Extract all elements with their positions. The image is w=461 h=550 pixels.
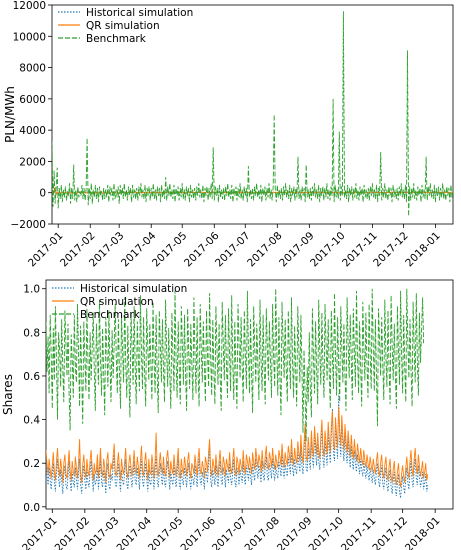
y-tick-label: −2000: [10, 219, 46, 231]
x-tick-label: 2018-01: [403, 230, 443, 270]
y-tick-label: 0.4: [23, 415, 40, 427]
y-axis-label: PLN/MWh: [3, 86, 17, 143]
y-axis-label: Shares: [1, 374, 15, 415]
legend-label: Benchmark: [86, 33, 147, 45]
y-tick-label: 4000: [19, 125, 46, 137]
plot-frame: [51, 4, 454, 225]
chart-bottom-shares: 0.00.20.40.60.81.02017-012017-022017-032…: [1, 279, 454, 550]
x-tick-label: 2018-01: [403, 515, 443, 550]
chart-top-price: −20000200040006000800010000120002017-012…: [3, 0, 454, 270]
series-line-historical-simulation: [46, 393, 429, 499]
legend-label: QR simulation: [80, 296, 154, 308]
y-tick-label: 6000: [19, 94, 46, 106]
series-line-qr-simulation: [46, 406, 429, 488]
y-tick-label: 0.2: [23, 458, 40, 470]
y-tick-label: 0.6: [23, 371, 40, 383]
legend-label: Benchmark: [80, 309, 141, 321]
y-tick-label: 2000: [19, 156, 46, 168]
y-tick-label: 0.8: [23, 327, 40, 339]
y-tick-label: 0.0: [23, 502, 40, 514]
y-tick-label: 0: [39, 188, 46, 200]
series-line-benchmark: [46, 288, 425, 442]
y-tick-label: 12000: [13, 0, 46, 12]
legend-label: Historical simulation: [86, 7, 193, 19]
y-tick-label: 8000: [19, 63, 46, 75]
plot-frame: [45, 279, 454, 510]
legend-label: Historical simulation: [80, 283, 187, 295]
legend-label: QR simulation: [86, 20, 160, 32]
series-line-benchmark: [52, 11, 453, 217]
y-tick-label: 10000: [13, 31, 46, 43]
y-tick-label: 1.0: [23, 284, 40, 296]
